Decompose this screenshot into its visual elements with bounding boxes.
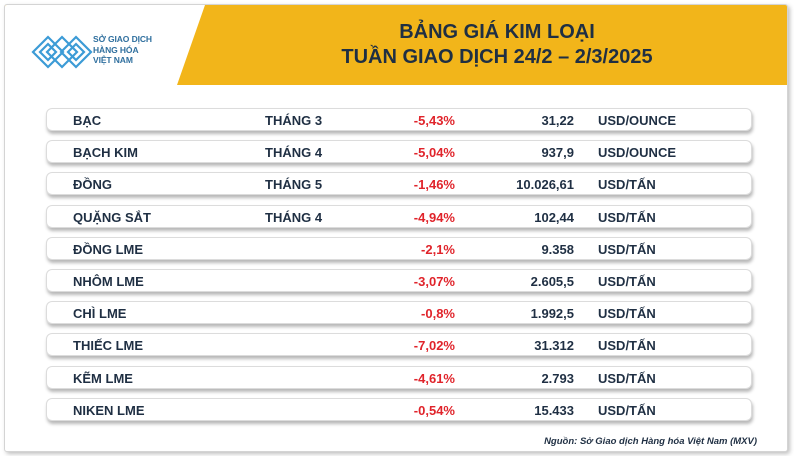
price-unit: USD/TẤN <box>598 306 656 322</box>
metal-name: NIKEN LME <box>73 402 145 418</box>
metal-name: KẼM LME <box>73 370 133 386</box>
price-value: 2.605,5 <box>530 273 574 289</box>
metal-name: BẠC <box>73 113 102 128</box>
table-row: NHÔM LME -3,07% 2.605,5 USD/TẤN <box>46 268 752 292</box>
price-value: 9.358 <box>541 241 574 257</box>
table-row: BẠC THÁNG 3 -5,43% 31,22 USD/OUNCE <box>46 108 752 131</box>
price-unit: USD/TẤN <box>598 177 656 193</box>
contract-month: THÁNG 5 <box>265 177 323 193</box>
price-unit: USD/TẤN <box>598 273 656 289</box>
price-change: -4,61% <box>413 370 455 386</box>
price-unit: USD/TẤN <box>598 209 656 225</box>
price-change: -3,07% <box>413 273 455 289</box>
logo-line-3: VIỆT NAM <box>93 55 133 65</box>
mxv-logo-icon <box>31 35 93 69</box>
price-unit: USD/TẤN <box>598 241 656 257</box>
metal-name: BẠCH KIM <box>73 145 138 161</box>
table-row: NIKEN LME -0,54% 15.433 USD/TẤN <box>46 397 752 421</box>
price-change: -7,02% <box>413 338 455 354</box>
price-value: 1.992,5 <box>530 306 574 322</box>
title-line-2: TUẦN GIAO DỊCH 24/2 – 2/3/2025 <box>341 46 653 68</box>
price-unit: USD/OUNCE <box>598 145 677 161</box>
table-row: ĐỒNG LME -2,1% 9.358 USD/TẤN <box>46 236 752 260</box>
logo-panel: SỞ GIAO DỊCH HÀNG HÓA VIỆT NAM <box>5 5 205 85</box>
logo-text: SỞ GIAO DỊCH HÀNG HÓA VIỆT NAM <box>93 34 152 66</box>
title-line-1: BẢNG GIÁ KIM LOẠI <box>399 21 595 43</box>
price-change: -5,04% <box>413 145 455 161</box>
header-banner: SỞ GIAO DỊCH HÀNG HÓA VIỆT NAM BẢNG GIÁ … <box>5 5 787 85</box>
price-value: 31.312 <box>534 338 574 354</box>
contract-month: THÁNG 4 <box>265 145 323 161</box>
source-note: Nguồn: Sở Giao dịch Hàng hóa Việt Nam (M… <box>544 436 757 447</box>
price-value: 937,9 <box>541 145 574 161</box>
metal-name: CHÌ LME <box>73 306 127 322</box>
table-row: CHÌ LME -0,8% 1.992,5 USD/TẤN <box>46 301 752 325</box>
metal-name: NHÔM LME <box>73 273 144 289</box>
price-value: 102,44 <box>534 209 574 225</box>
contract-month: THÁNG 3 <box>265 113 323 128</box>
contract-month: THÁNG 4 <box>265 209 323 225</box>
logo-line-1: SỞ GIAO DỊCH <box>93 34 152 44</box>
price-value: 2.793 <box>541 370 574 386</box>
metal-name: ĐỒNG LME <box>73 241 144 257</box>
price-change: -0,8% <box>421 306 455 322</box>
price-unit: USD/TẤN <box>598 338 656 354</box>
logo-line-2: HÀNG HÓA <box>93 44 139 55</box>
price-unit: USD/TẤN <box>598 370 656 386</box>
price-table: BẠC THÁNG 3 -5,43% 31,22 USD/OUNCE BẠCH … <box>46 108 752 430</box>
table-row: ĐỒNG THÁNG 5 -1,46% 10.026,61 USD/TẤN <box>46 172 752 196</box>
price-change: -0,54% <box>413 402 455 418</box>
price-board: SỞ GIAO DỊCH HÀNG HÓA VIỆT NAM BẢNG GIÁ … <box>4 4 788 452</box>
metal-name: THIẾC LME <box>73 338 144 354</box>
metal-name: ĐỒNG <box>73 177 112 193</box>
price-unit: USD/TẤN <box>598 402 656 418</box>
price-unit: USD/OUNCE <box>598 113 677 128</box>
price-value: 15.433 <box>534 402 574 418</box>
price-change: -1,46% <box>413 177 455 193</box>
price-change: -2,1% <box>421 241 455 257</box>
table-row: KẼM LME -4,61% 2.793 USD/TẤN <box>46 365 752 389</box>
table-row: BẠCH KIM THÁNG 4 -5,04% 937,9 USD/OUNCE <box>46 140 752 164</box>
price-value: 10.026,61 <box>516 177 574 193</box>
price-value: 31,22 <box>541 113 574 128</box>
table-row: THIẾC LME -7,02% 31.312 USD/TẤN <box>46 333 752 357</box>
page-title: BẢNG GIÁ KIM LOẠI TUẦN GIAO DỊCH 24/2 – … <box>205 20 787 70</box>
table-row: QUẶNG SẮT THÁNG 4 -4,94% 102,44 USD/TẤN <box>46 204 752 228</box>
price-change: -5,43% <box>413 113 455 128</box>
metal-name: QUẶNG SẮT <box>73 209 151 225</box>
price-change: -4,94% <box>413 209 455 225</box>
